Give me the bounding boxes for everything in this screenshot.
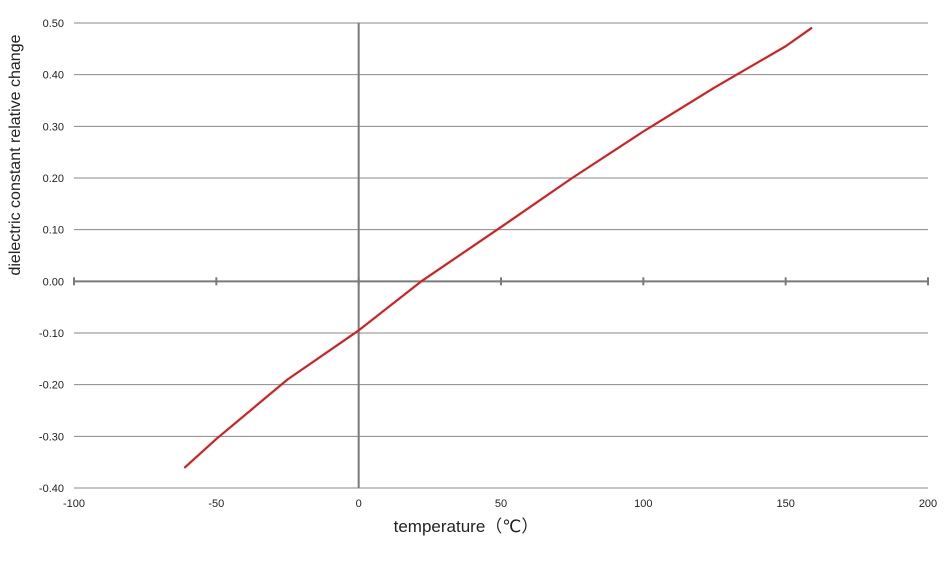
- y-tick-label: -0.40: [39, 483, 64, 495]
- x-axis-label: temperature（℃）: [394, 517, 539, 536]
- x-tick-label: 200: [919, 498, 937, 510]
- x-tick-label: -100: [63, 498, 85, 510]
- x-tick-label: 0: [356, 498, 362, 510]
- y-tick-label: 0.20: [43, 173, 64, 185]
- y-tick-label: 0.00: [43, 276, 64, 288]
- y-tick-label: -0.20: [39, 380, 64, 392]
- y-tick-label: 0.30: [43, 121, 64, 133]
- y-tick-label: 0.50: [43, 18, 64, 30]
- y-tick-label: 0.10: [43, 225, 64, 237]
- x-tick-label: 100: [634, 498, 652, 510]
- series-group: [183, 27, 813, 469]
- x-tick-labels: -100 -50 0 50 100 150 200: [63, 498, 937, 510]
- series-line: [183, 27, 813, 469]
- y-tick-label: -0.10: [39, 328, 64, 340]
- y-axis-label: dielectric constant relative change: [7, 34, 24, 275]
- y-tick-label: 0.40: [43, 70, 64, 82]
- x-tick-label: 150: [776, 498, 794, 510]
- axes: [73, 23, 929, 488]
- y-tick-label: -0.30: [39, 431, 64, 443]
- x-tick-label: -50: [208, 498, 224, 510]
- x-tick-label: 50: [495, 498, 507, 510]
- grid-lines: [74, 22, 928, 489]
- y-tick-labels: 0.50 0.40 0.30 0.20 0.10 0.00 -0.10 -0.20 -0.30 -…: [39, 18, 64, 495]
